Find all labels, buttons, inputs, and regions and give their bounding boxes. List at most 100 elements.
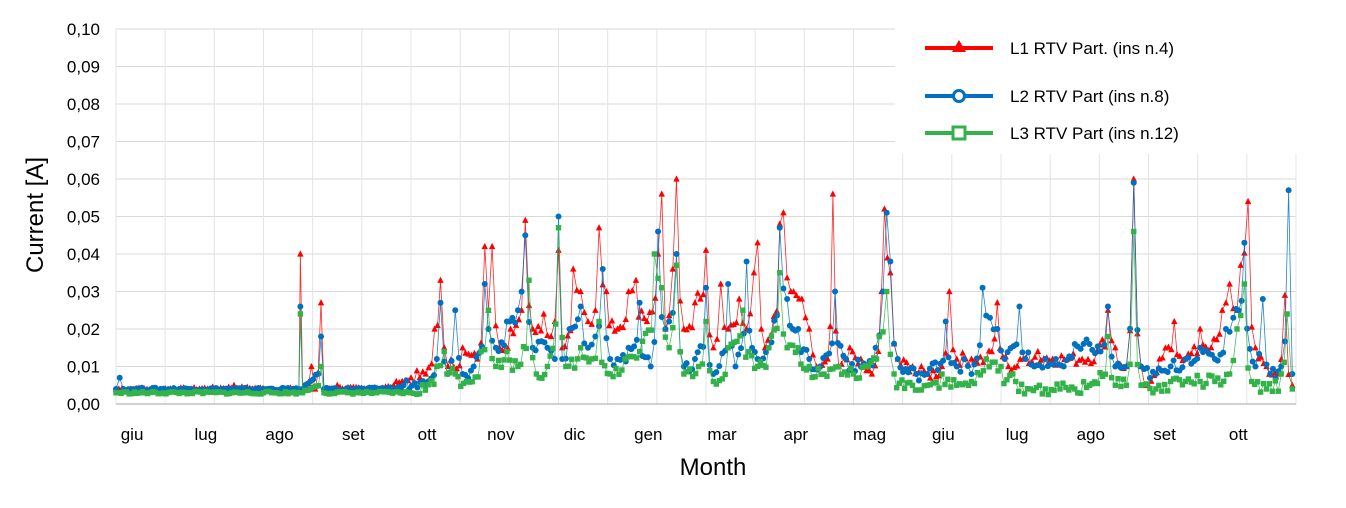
- data-point: [844, 372, 851, 378]
- data-point: [1097, 348, 1104, 355]
- data-point: [1013, 341, 1020, 348]
- data-point: [541, 339, 548, 346]
- data-point: [793, 291, 800, 298]
- data-point: [871, 355, 877, 361]
- data-point: [953, 363, 960, 370]
- data-point: [924, 371, 931, 377]
- data-point: [631, 343, 638, 350]
- data-point: [317, 299, 325, 306]
- data-point: [617, 356, 624, 363]
- data-point: [1226, 280, 1233, 287]
- data-point: [833, 364, 839, 370]
- data-point: [607, 371, 613, 377]
- data-point: [522, 232, 529, 239]
- data-point: [1230, 357, 1237, 364]
- data-point: [750, 269, 758, 276]
- y-axis-ticks: 0,00 0,01 0,02 0,03 0,04 0,05 0,06 0,07 0,08 0,09…: [67, 20, 100, 414]
- data-point: [909, 382, 916, 388]
- data-point: [619, 367, 625, 373]
- data-point: [555, 246, 562, 253]
- circle-marker-icon: [952, 89, 966, 103]
- data-point: [564, 332, 571, 339]
- data-point: [749, 353, 755, 359]
- data-point: [1102, 371, 1109, 377]
- data-point: [1094, 380, 1101, 387]
- data-point: [1112, 382, 1119, 388]
- data-point: [697, 295, 704, 302]
- data-point: [887, 269, 894, 276]
- data-point: [577, 287, 584, 295]
- data-point: [815, 365, 821, 372]
- data-point: [1170, 376, 1177, 382]
- data-point: [636, 299, 643, 306]
- data-point: [803, 367, 810, 373]
- data-point: [596, 318, 602, 325]
- data-point: [277, 391, 283, 397]
- data-point: [1269, 365, 1276, 372]
- data-point: [599, 359, 605, 366]
- data-point: [1275, 388, 1281, 394]
- data-point: [1203, 380, 1209, 387]
- data-point: [974, 369, 981, 376]
- data-point: [1237, 312, 1244, 319]
- data-point: [1194, 372, 1200, 379]
- data-point: [463, 378, 470, 385]
- data-point: [507, 325, 514, 332]
- data-point: [572, 365, 578, 371]
- data-point: [802, 314, 809, 321]
- data-point: [1159, 388, 1165, 394]
- data-point: [562, 355, 569, 362]
- data-point: [1248, 323, 1255, 330]
- data-point: [1112, 344, 1119, 351]
- data-point: [1045, 391, 1051, 398]
- data-point: [459, 344, 466, 351]
- data-point: [1016, 388, 1022, 395]
- data-point: [1219, 306, 1226, 313]
- data-point: [1030, 387, 1037, 394]
- data-point: [655, 228, 662, 235]
- y-tick-label: 0,08: [67, 95, 100, 114]
- data-point: [959, 349, 966, 356]
- data-point: [506, 357, 513, 363]
- data-point: [850, 371, 857, 377]
- data-point: [995, 368, 1001, 374]
- data-point: [968, 371, 975, 377]
- data-point: [1120, 376, 1127, 382]
- data-point: [703, 318, 709, 325]
- data-point: [604, 370, 611, 377]
- data-point: [1188, 379, 1194, 385]
- x-tick-label: set: [342, 425, 365, 444]
- data-point: [1162, 381, 1168, 388]
- data-point: [998, 363, 1004, 370]
- data-point: [315, 382, 322, 389]
- x-tick-label: lug: [1006, 425, 1029, 444]
- data-point: [795, 345, 801, 351]
- data-point: [1254, 379, 1261, 385]
- data-point: [790, 288, 797, 295]
- data-point: [868, 370, 876, 377]
- data-point: [1212, 378, 1218, 385]
- data-point: [431, 325, 438, 332]
- data-point: [1077, 345, 1084, 352]
- data-point: [961, 356, 968, 362]
- data-point: [669, 265, 677, 272]
- data-point: [971, 380, 978, 387]
- data-point: [1164, 388, 1171, 394]
- data-point: [783, 274, 791, 281]
- data-point: [1214, 357, 1221, 364]
- data-point: [777, 270, 783, 276]
- data-point: [466, 379, 472, 385]
- data-point: [647, 363, 654, 370]
- data-point: [581, 308, 588, 316]
- data-point: [1260, 380, 1267, 387]
- data-point: [824, 355, 831, 362]
- data-point: [1185, 376, 1192, 382]
- data-point: [532, 347, 539, 354]
- x-tick-label: lug: [194, 425, 217, 444]
- data-point: [939, 371, 945, 377]
- data-point: [1092, 350, 1099, 357]
- data-point: [498, 364, 505, 371]
- data-point: [425, 382, 431, 388]
- data-point: [1087, 359, 1095, 367]
- data-point: [271, 390, 278, 396]
